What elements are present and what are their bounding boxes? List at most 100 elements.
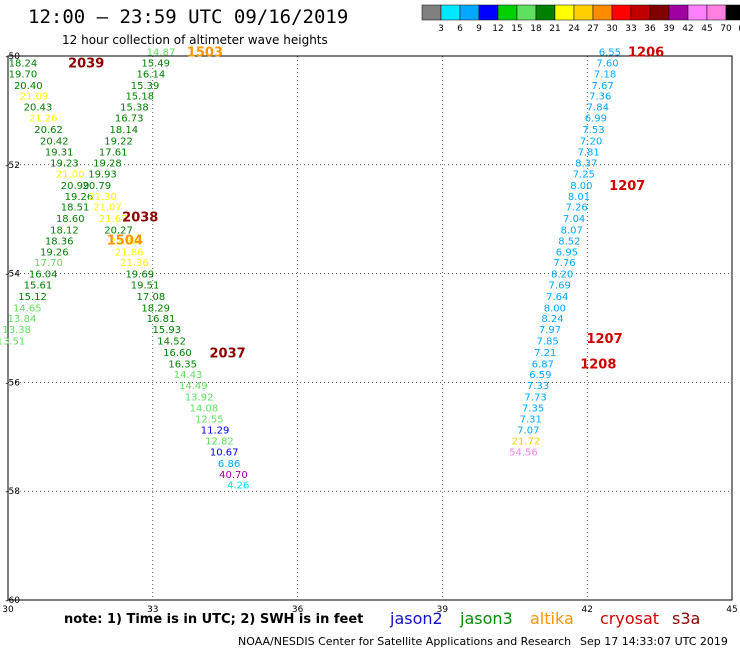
data-point-label: 21.30 bbox=[88, 192, 117, 203]
colorbar-label: 9 bbox=[476, 24, 482, 34]
data-point-label: 8.00 bbox=[544, 303, 566, 314]
data-point-label: 21.86 bbox=[115, 247, 144, 258]
data-point-label: 6.95 bbox=[556, 247, 578, 258]
colorbar-swatch bbox=[630, 4, 651, 21]
data-point-label: 16.14 bbox=[137, 69, 166, 80]
data-point-label: 12.82 bbox=[205, 437, 234, 448]
data-point-label: 19.26 bbox=[40, 247, 69, 258]
data-point-label: 7.67 bbox=[592, 81, 614, 92]
data-point-label: 7.35 bbox=[522, 403, 544, 414]
data-point-label: 21.00 bbox=[56, 170, 85, 181]
data-point-label: 40.70 bbox=[219, 470, 248, 481]
data-point-label: 7.97 bbox=[539, 325, 561, 336]
data-point-label: 16.81 bbox=[147, 314, 176, 325]
data-point-label: 20.62 bbox=[34, 125, 63, 136]
data-point-label: 11.29 bbox=[201, 426, 230, 437]
x-tick-label: 30 bbox=[2, 605, 14, 615]
data-point-label: 8.00 bbox=[570, 181, 592, 192]
colorbar-label: 18 bbox=[530, 24, 542, 34]
data-point-label: 8.37 bbox=[575, 159, 597, 170]
time-annotation: 1208 bbox=[580, 357, 616, 372]
colorbar-label: 27 bbox=[587, 24, 598, 34]
page-title: 12:00 — 23:59 UTC 09/16/2019 bbox=[28, 6, 349, 28]
data-point-label: 15.39 bbox=[131, 81, 160, 92]
data-point-label: 19.26 bbox=[65, 192, 94, 203]
data-point-label: 6.86 bbox=[218, 459, 240, 470]
colorbar-swatch bbox=[706, 4, 727, 21]
data-point-label: 18.24 bbox=[9, 59, 38, 70]
y-tick-label: -60 bbox=[5, 596, 20, 606]
time-annotation: 1504 bbox=[107, 233, 143, 248]
data-point-label: 7.20 bbox=[580, 136, 602, 147]
colorbar-swatch bbox=[573, 4, 594, 21]
colorbar-label: 15 bbox=[511, 24, 522, 34]
data-point-label: 13.38 bbox=[2, 325, 31, 336]
colorbar-label: 3 bbox=[438, 24, 444, 34]
colorbar-label: 36 bbox=[644, 24, 656, 34]
legend-altika: altika bbox=[530, 609, 574, 628]
colorbar-swatch bbox=[421, 4, 442, 21]
data-point-label: 19.51 bbox=[131, 280, 160, 291]
data-point-label: 16.73 bbox=[115, 113, 144, 124]
colorbar-swatch bbox=[592, 4, 613, 21]
colorbar-label: 45 bbox=[701, 24, 712, 34]
data-point-label: 20.40 bbox=[14, 81, 43, 92]
colorbar-swatch bbox=[478, 4, 499, 21]
data-point-label: 14.49 bbox=[179, 381, 208, 392]
data-point-label: 18.60 bbox=[56, 214, 85, 225]
y-tick-label: -54 bbox=[5, 270, 20, 280]
data-point-label: 20.42 bbox=[40, 136, 69, 147]
colorbar-label: 24 bbox=[568, 24, 580, 34]
data-point-label: 7.04 bbox=[563, 214, 585, 225]
colorbar-label: 30 bbox=[606, 24, 618, 34]
data-point-label: 16.60 bbox=[163, 348, 192, 359]
data-point-label: 15.93 bbox=[152, 325, 181, 336]
x-tick-label: 42 bbox=[581, 605, 592, 615]
data-point-label: 16.04 bbox=[29, 270, 58, 281]
data-point-label: 13.84 bbox=[8, 314, 37, 325]
data-point-label: 7.33 bbox=[527, 381, 549, 392]
data-point-label: 7.18 bbox=[594, 69, 616, 80]
data-point-label: 21.26 bbox=[29, 113, 58, 124]
data-point-label: 7.26 bbox=[565, 203, 587, 214]
data-point-label: 7.69 bbox=[549, 280, 571, 291]
time-annotation: 1206 bbox=[628, 46, 664, 61]
data-point-label: 13.92 bbox=[185, 393, 214, 404]
data-point-label: 18.14 bbox=[110, 125, 139, 136]
footer-timestamp: Sep 17 14:33:07 UTC 2019 bbox=[580, 635, 728, 648]
colorbar-label: 21 bbox=[549, 24, 560, 34]
data-point-label: 19.93 bbox=[88, 170, 117, 181]
data-point-label: 8.01 bbox=[568, 192, 590, 203]
time-annotation: 1207 bbox=[609, 179, 645, 194]
y-tick-label: -52 bbox=[5, 161, 20, 171]
legend-s3a: s3a bbox=[672, 609, 701, 628]
colorbar-swatch bbox=[535, 4, 556, 21]
data-point-label: 7.84 bbox=[587, 103, 609, 114]
data-point-label: 6.99 bbox=[585, 113, 607, 124]
data-point-label: 54.56 bbox=[509, 447, 538, 458]
data-point-label: 7.25 bbox=[573, 170, 595, 181]
data-point-label: 14.08 bbox=[190, 403, 219, 414]
x-tick-label: 36 bbox=[292, 605, 304, 615]
colorbar-label: 39 bbox=[663, 24, 675, 34]
data-point-label: 6.59 bbox=[529, 370, 551, 381]
colorbar-swatch bbox=[668, 4, 689, 21]
data-point-label: 14.52 bbox=[157, 337, 186, 348]
colorbar-swatch bbox=[459, 4, 480, 21]
data-point-label: 21.09 bbox=[20, 92, 49, 103]
footer-credit: NOAA/NESDIS Center for Satellite Applica… bbox=[238, 635, 572, 648]
colorbar-label: 33 bbox=[625, 24, 636, 34]
data-point-label: 8.52 bbox=[558, 236, 580, 247]
data-point-label: 7.85 bbox=[536, 337, 558, 348]
legend-cryosat: cryosat bbox=[600, 609, 660, 628]
colorbar-swatch bbox=[725, 4, 740, 21]
data-point-label: 7.07 bbox=[517, 426, 539, 437]
y-tick-label: -58 bbox=[5, 487, 20, 497]
colorbar-swatch bbox=[516, 4, 537, 21]
data-point-label: 15.38 bbox=[120, 103, 149, 114]
data-point-label: 20.27 bbox=[104, 226, 133, 237]
colorbar-swatch bbox=[687, 4, 708, 21]
data-point-label: 18.12 bbox=[50, 226, 79, 237]
time-annotation: 2037 bbox=[210, 346, 246, 361]
